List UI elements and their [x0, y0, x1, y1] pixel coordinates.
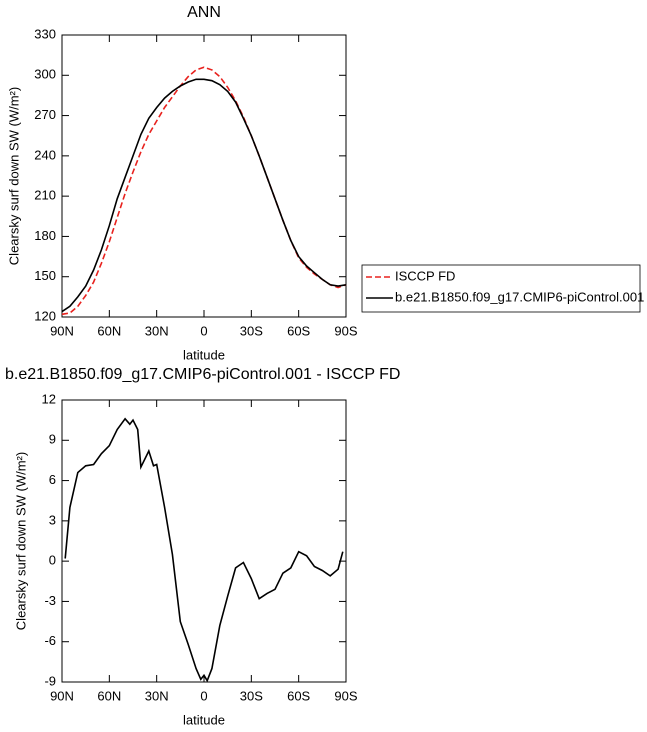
data-line — [61, 78, 347, 313]
data-line — [61, 66, 347, 316]
x-axis-label: latitude — [183, 347, 225, 362]
x-tick-label: 30S — [240, 323, 263, 338]
legend-box — [361, 264, 641, 313]
y-tick-label: -3 — [44, 593, 56, 608]
legend-label: b.e21.B1850.f09_g17.CMIP6-piControl.001 — [395, 289, 644, 304]
chart-title: ANN — [187, 4, 221, 21]
y-tick-label: 330 — [34, 26, 56, 41]
y-tick-label: 240 — [34, 147, 56, 162]
y-tick-label: 120 — [34, 308, 56, 323]
x-axis-label: latitude — [183, 712, 225, 727]
y-tick-label: 12 — [42, 391, 56, 406]
x-tick-label: 30N — [145, 323, 169, 338]
x-tick-label: 0 — [200, 323, 207, 338]
x-tick-label: 0 — [200, 688, 207, 703]
x-tick-label: 60N — [97, 323, 121, 338]
x-tick-label: 30S — [240, 688, 263, 703]
y-axis-label: Clearsky surf down SW (W/m²) — [13, 452, 28, 630]
x-tick-label: 90N — [50, 688, 74, 703]
data-line — [64, 417, 344, 683]
y-tick-label: -6 — [44, 633, 56, 648]
y-tick-label: 300 — [34, 67, 56, 82]
y-tick-label: 210 — [34, 188, 56, 203]
y-tick-label: 180 — [34, 228, 56, 243]
x-tick-label: 60S — [287, 323, 310, 338]
y-axis-label: Clearsky surf down SW (W/m²) — [6, 87, 21, 265]
x-tick-label: 60S — [287, 688, 310, 703]
y-tick-label: -9 — [44, 673, 56, 688]
legend-label: ISCCP FD — [395, 268, 455, 283]
x-tick-label: 90S — [334, 323, 357, 338]
y-tick-label: 0 — [49, 553, 56, 568]
plot-frame — [61, 399, 347, 683]
y-tick-label: 9 — [49, 432, 56, 447]
plot-frame — [61, 34, 347, 318]
y-tick-label: 270 — [34, 107, 56, 122]
x-tick-label: 90N — [50, 323, 74, 338]
x-tick-label: 90S — [334, 688, 357, 703]
y-tick-label: 3 — [49, 512, 56, 527]
x-tick-label: 60N — [97, 688, 121, 703]
y-tick-label: 6 — [49, 472, 56, 487]
chart-title: b.e21.B1850.f09_g17.CMIP6-piControl.001 … — [5, 366, 400, 383]
y-tick-label: 150 — [34, 268, 56, 283]
x-tick-label: 30N — [145, 688, 169, 703]
